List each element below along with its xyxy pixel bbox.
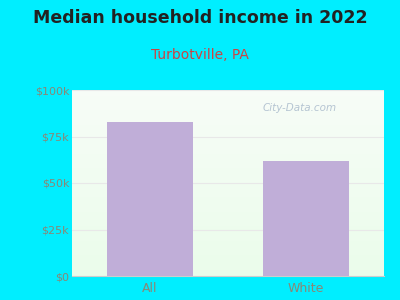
Bar (107, 122, 193, 276)
Text: Turbotville, PA: Turbotville, PA (151, 48, 249, 62)
Bar (263, 161, 349, 276)
Text: Median household income in 2022: Median household income in 2022 (33, 9, 367, 27)
Text: City-Data.com: City-Data.com (263, 103, 337, 113)
